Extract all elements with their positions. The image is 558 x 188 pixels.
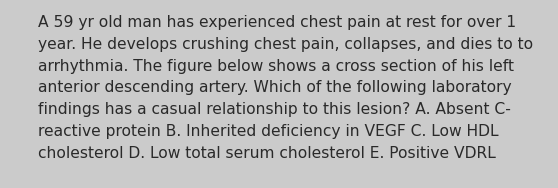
Text: reactive protein B. Inherited deficiency in VEGF C. Low HDL: reactive protein B. Inherited deficiency… <box>38 124 498 139</box>
Text: year. He develops crushing chest pain, collapses, and dies to to: year. He develops crushing chest pain, c… <box>38 37 533 52</box>
Text: A 59 yr old man has experienced chest pain at rest for over 1: A 59 yr old man has experienced chest pa… <box>38 15 516 30</box>
Text: anterior descending artery. Which of the following laboratory: anterior descending artery. Which of the… <box>38 80 512 95</box>
Text: findings has a casual relationship to this lesion? A. Absent C-: findings has a casual relationship to th… <box>38 102 511 117</box>
Text: arrhythmia. The figure below shows a cross section of his left: arrhythmia. The figure below shows a cro… <box>38 59 514 74</box>
Text: cholesterol D. Low total serum cholesterol E. Positive VDRL: cholesterol D. Low total serum cholester… <box>38 146 496 161</box>
